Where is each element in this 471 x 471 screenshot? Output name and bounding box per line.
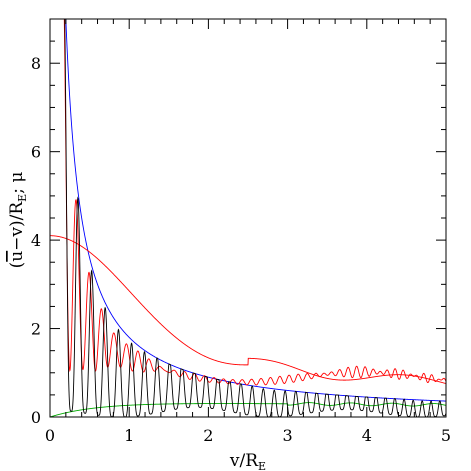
y-tick-label: 4 (31, 231, 41, 250)
x-axis-title: v/RE (229, 451, 266, 471)
x-tick-label: 0 (45, 426, 55, 445)
x-tick-label: 5 (441, 426, 451, 445)
x-tick-label: 4 (362, 426, 372, 445)
y-axis-title: (u−v)/RE; μ (7, 172, 29, 269)
series-red-oscillating (63, 19, 446, 386)
series-layer (50, 19, 446, 417)
y-tick-label: 0 (31, 408, 41, 427)
series-red-smooth (50, 235, 446, 384)
series-blue-envelope (65, 19, 446, 402)
x-tick-label: 1 (124, 426, 134, 445)
ticks-layer: 0 1 2 3 4 5 0 2 4 6 8 (31, 18, 451, 445)
x-tick-label: 3 (283, 426, 293, 445)
series-green (50, 402, 446, 417)
y-tick-label: 2 (31, 320, 41, 339)
y-tick-label: 6 (31, 143, 41, 162)
x-tick-label: 2 (203, 426, 213, 445)
y-tick-label: 8 (31, 54, 41, 73)
